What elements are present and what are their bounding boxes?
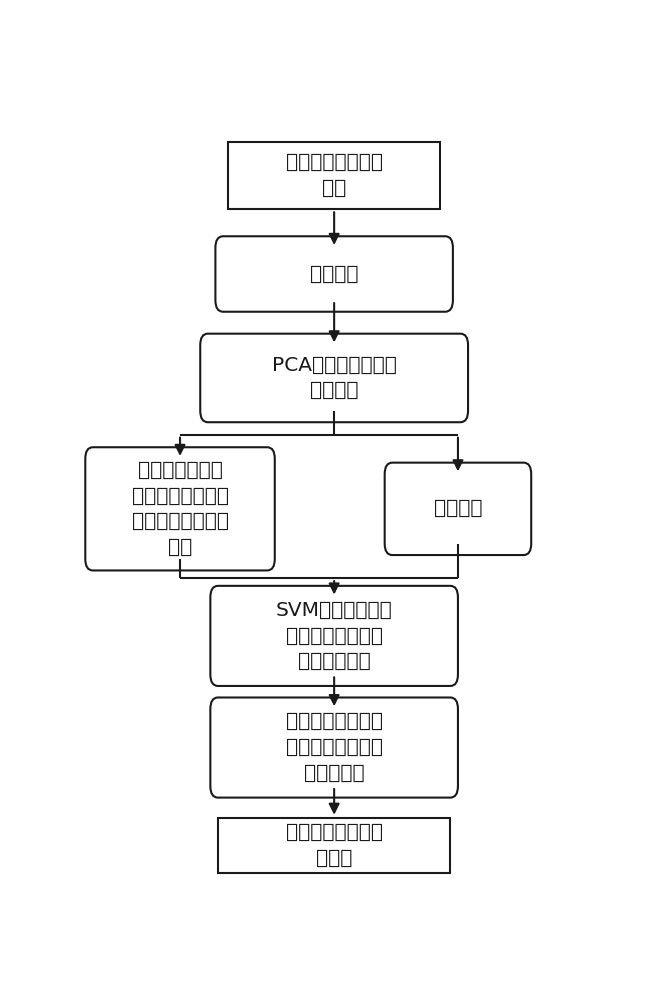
FancyBboxPatch shape xyxy=(215,236,453,312)
Text: PCA算法进行状态参
量的降维: PCA算法进行状态参 量的降维 xyxy=(272,356,396,400)
FancyBboxPatch shape xyxy=(385,463,531,555)
FancyBboxPatch shape xyxy=(211,698,458,798)
FancyBboxPatch shape xyxy=(211,586,458,686)
Text: SVM算法根据故障
模式进行分类，得
出分类超平面: SVM算法根据故障 模式进行分类，得 出分类超平面 xyxy=(276,601,393,671)
Text: 删去超平面附近的
数据，增加后面故
障诊断精度: 删去超平面附近的 数据，增加后面故 障诊断精度 xyxy=(286,712,383,783)
FancyBboxPatch shape xyxy=(218,818,451,873)
Text: 盾构机掘进参数数
据集: 盾构机掘进参数数 据集 xyxy=(286,153,383,198)
Text: 完成两次清洗之后
的数据: 完成两次清洗之后 的数据 xyxy=(286,823,383,868)
FancyBboxPatch shape xyxy=(228,142,440,209)
Text: 完成一次数据清
洗，得出去除冗余
数据后的状态参量
数据: 完成一次数据清 洗，得出去除冗余 数据后的状态参量 数据 xyxy=(132,461,229,557)
FancyBboxPatch shape xyxy=(85,447,274,570)
Text: 状态参量: 状态参量 xyxy=(310,264,359,284)
Text: 故障模式: 故障模式 xyxy=(434,499,482,518)
FancyBboxPatch shape xyxy=(200,334,468,422)
